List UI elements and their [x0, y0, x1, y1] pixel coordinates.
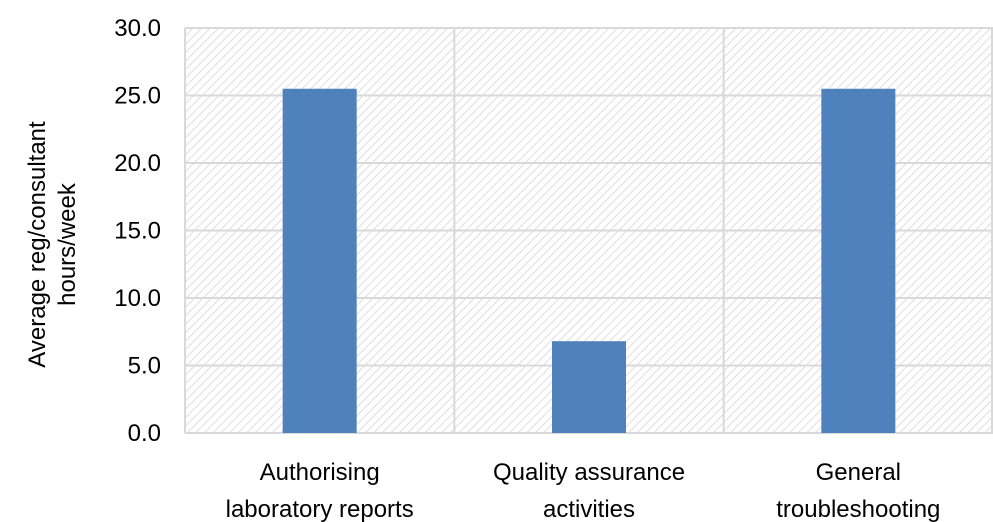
x-category-label: laboratory reports	[226, 496, 414, 522]
y-axis-label-line: hours/week	[54, 182, 81, 306]
y-tick-label: 20.0	[114, 150, 161, 177]
bar	[552, 341, 626, 433]
y-tick-label: 10.0	[114, 285, 161, 312]
x-category-label: Authorising	[260, 459, 380, 486]
y-tick-label: 5.0	[128, 353, 161, 380]
y-axis-label: Average reg/consultant hours/week	[24, 121, 81, 368]
bar	[821, 88, 896, 433]
y-axis-label-line: Average reg/consultant	[24, 121, 51, 368]
x-category-label: activities	[543, 496, 635, 522]
y-axis-ticks: 0.0 5.0 10.0 15.0 20.0 25.0 30.0	[114, 15, 161, 447]
bars	[282, 88, 896, 433]
y-tick-label: 15.0	[114, 218, 161, 245]
y-tick-label: 30.0	[114, 15, 161, 42]
y-tick-label: 0.0	[128, 420, 161, 447]
x-category-label: troubleshooting	[776, 496, 940, 522]
y-tick-label: 25.0	[114, 83, 161, 110]
x-category-label: General	[816, 459, 901, 486]
bar	[282, 88, 357, 433]
x-axis-categories: Authorising laboratory reports Quality ass…	[226, 459, 941, 522]
x-category-label: Quality assurance	[493, 459, 685, 486]
